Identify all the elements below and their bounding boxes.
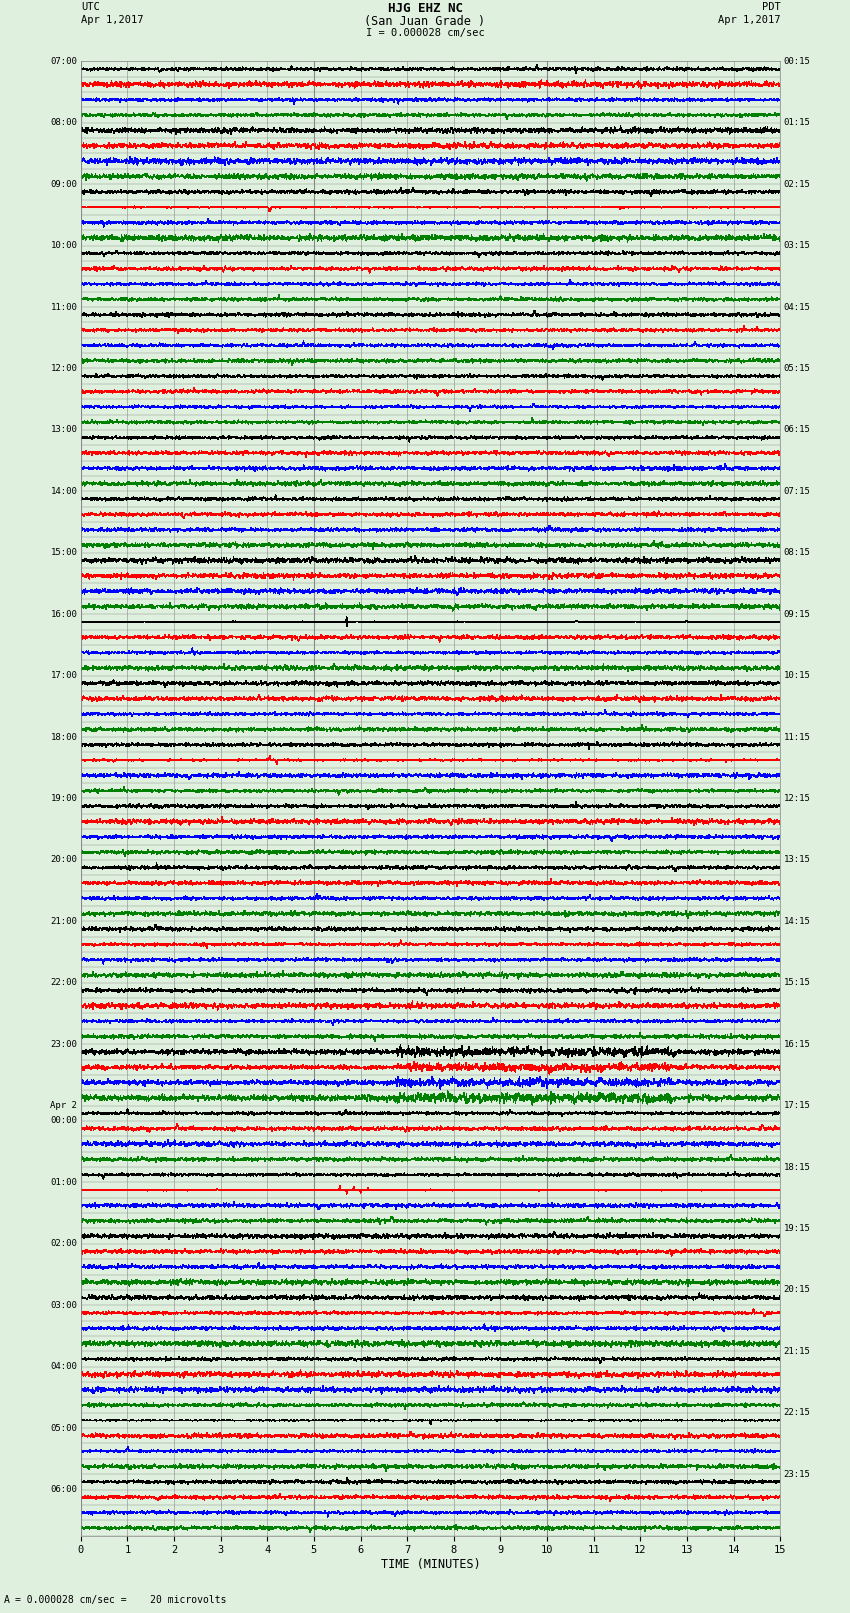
Text: 14:15: 14:15 — [784, 916, 811, 926]
Text: A: A — [4, 1595, 10, 1605]
Text: 09:15: 09:15 — [784, 610, 811, 619]
Text: 22:00: 22:00 — [50, 977, 77, 987]
Text: = 0.000028 cm/sec =    20 microvolts: = 0.000028 cm/sec = 20 microvolts — [15, 1595, 227, 1605]
Text: 17:00: 17:00 — [50, 671, 77, 681]
Text: 11:15: 11:15 — [784, 732, 811, 742]
Text: Apr 2: Apr 2 — [50, 1102, 77, 1110]
Text: 16:00: 16:00 — [50, 610, 77, 619]
Text: 18:15: 18:15 — [784, 1163, 811, 1171]
Text: 19:00: 19:00 — [50, 794, 77, 803]
Text: 15:00: 15:00 — [50, 548, 77, 556]
Text: 01:15: 01:15 — [784, 118, 811, 127]
Text: 05:00: 05:00 — [50, 1424, 77, 1432]
Text: 21:15: 21:15 — [784, 1347, 811, 1357]
Text: 07:15: 07:15 — [784, 487, 811, 495]
Text: 07:00: 07:00 — [50, 56, 77, 66]
Text: 12:15: 12:15 — [784, 794, 811, 803]
Text: 02:00: 02:00 — [50, 1239, 77, 1248]
Text: 18:00: 18:00 — [50, 732, 77, 742]
Text: 12:00: 12:00 — [50, 365, 77, 373]
Text: 09:00: 09:00 — [50, 179, 77, 189]
Text: 04:15: 04:15 — [784, 303, 811, 311]
Text: 22:15: 22:15 — [784, 1408, 811, 1418]
Text: Apr 1,2017: Apr 1,2017 — [717, 16, 780, 26]
Text: 02:15: 02:15 — [784, 179, 811, 189]
Text: 00:15: 00:15 — [784, 56, 811, 66]
Text: PDT: PDT — [762, 3, 780, 13]
Text: 13:00: 13:00 — [50, 426, 77, 434]
Text: 10:00: 10:00 — [50, 240, 77, 250]
Text: 15:15: 15:15 — [784, 977, 811, 987]
Text: 21:00: 21:00 — [50, 916, 77, 926]
Text: 08:00: 08:00 — [50, 118, 77, 127]
Text: 01:00: 01:00 — [50, 1177, 77, 1187]
Text: 06:15: 06:15 — [784, 426, 811, 434]
Text: 14:00: 14:00 — [50, 487, 77, 495]
Text: 20:00: 20:00 — [50, 855, 77, 865]
Text: 23:00: 23:00 — [50, 1040, 77, 1048]
Text: 19:15: 19:15 — [784, 1224, 811, 1232]
Text: 23:15: 23:15 — [784, 1469, 811, 1479]
X-axis label: TIME (MINUTES): TIME (MINUTES) — [381, 1558, 480, 1571]
Text: (San Juan Grade ): (San Juan Grade ) — [365, 16, 485, 29]
Text: 06:00: 06:00 — [50, 1486, 77, 1494]
Text: 08:15: 08:15 — [784, 548, 811, 556]
Text: 17:15: 17:15 — [784, 1102, 811, 1110]
Text: Apr 1,2017: Apr 1,2017 — [81, 16, 144, 26]
Text: HJG EHZ NC: HJG EHZ NC — [388, 3, 462, 16]
Text: 03:00: 03:00 — [50, 1300, 77, 1310]
Text: 05:15: 05:15 — [784, 365, 811, 373]
Text: 20:15: 20:15 — [784, 1286, 811, 1294]
Text: I = 0.000028 cm/sec: I = 0.000028 cm/sec — [366, 29, 484, 39]
Text: 10:15: 10:15 — [784, 671, 811, 681]
Text: 00:00: 00:00 — [50, 1116, 77, 1126]
Text: 11:00: 11:00 — [50, 303, 77, 311]
Text: 13:15: 13:15 — [784, 855, 811, 865]
Text: 03:15: 03:15 — [784, 240, 811, 250]
Text: 04:00: 04:00 — [50, 1361, 77, 1371]
Text: 16:15: 16:15 — [784, 1040, 811, 1048]
Text: UTC: UTC — [81, 3, 99, 13]
